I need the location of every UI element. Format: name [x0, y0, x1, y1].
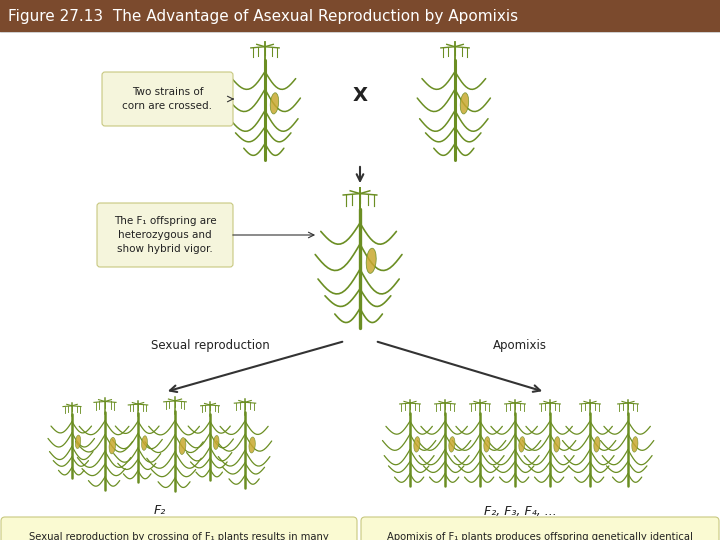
Text: F₂, F₃, F₄, ...: F₂, F₃, F₄, ... — [484, 504, 557, 517]
Text: X: X — [353, 86, 367, 105]
Ellipse shape — [484, 437, 490, 452]
Ellipse shape — [249, 437, 256, 453]
Text: Apomixis of F₁ plants produces offspring genetically identical
to the F₁ plants,: Apomixis of F₁ plants produces offspring… — [387, 532, 693, 540]
Ellipse shape — [519, 437, 525, 452]
Ellipse shape — [632, 437, 638, 452]
Ellipse shape — [76, 435, 81, 449]
Ellipse shape — [460, 93, 469, 114]
FancyBboxPatch shape — [102, 72, 233, 126]
Text: Two strains of
corn are crossed.: Two strains of corn are crossed. — [122, 87, 212, 111]
FancyBboxPatch shape — [97, 203, 233, 267]
Text: Sexual reproduction by crossing of F₁ plants results in many
genotypes and pheno: Sexual reproduction by crossing of F₁ pl… — [29, 532, 329, 540]
Ellipse shape — [366, 248, 377, 273]
Ellipse shape — [109, 437, 116, 454]
Ellipse shape — [594, 437, 600, 452]
FancyBboxPatch shape — [1, 517, 357, 540]
Text: Sexual reproduction: Sexual reproduction — [150, 340, 269, 353]
Ellipse shape — [213, 435, 219, 449]
Ellipse shape — [142, 436, 148, 450]
Text: Apomixis: Apomixis — [493, 340, 547, 353]
Ellipse shape — [270, 93, 279, 114]
Ellipse shape — [449, 437, 455, 452]
Bar — [0, 0, 720, 32]
Text: Figure 27.13  The Advantage of Asexual Reproduction by Apomixis: Figure 27.13 The Advantage of Asexual Re… — [8, 9, 518, 24]
Text: The F₁ offspring are
heterozygous and
show hybrid vigor.: The F₁ offspring are heterozygous and sh… — [114, 216, 216, 254]
Text: F₂: F₂ — [154, 504, 166, 517]
Ellipse shape — [414, 437, 420, 452]
FancyBboxPatch shape — [361, 517, 719, 540]
Ellipse shape — [554, 437, 560, 452]
Ellipse shape — [179, 437, 186, 455]
